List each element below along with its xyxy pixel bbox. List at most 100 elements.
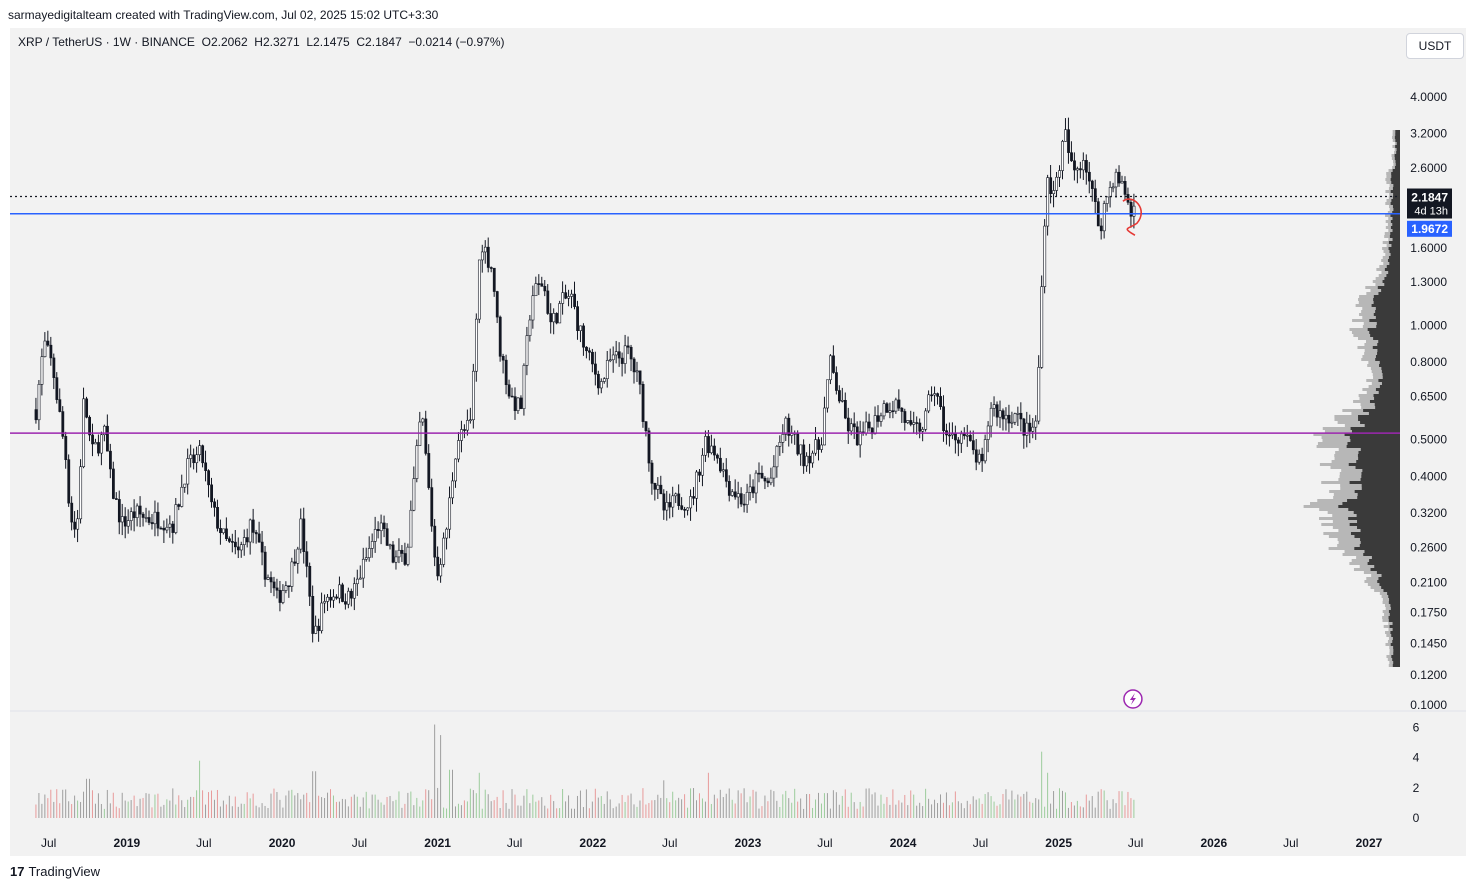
profile-bar-core: [1379, 583, 1400, 586]
price-tick-label: 1.3000: [1410, 275, 1447, 289]
candle: [626, 345, 630, 348]
candle: [120, 516, 124, 523]
candle: [582, 325, 585, 348]
candle: [379, 522, 383, 532]
candle: [977, 453, 981, 463]
annotations: [1122, 198, 1143, 709]
candle: [287, 585, 291, 588]
candle: [281, 590, 285, 603]
last-price-badge: [1407, 188, 1452, 219]
chart-panel[interactable]: [10, 28, 1466, 856]
candle: [665, 502, 669, 511]
candle: [867, 421, 871, 429]
candle: [427, 453, 431, 488]
candle: [510, 395, 514, 398]
profile-bar-core: [1350, 427, 1400, 430]
price-axis[interactable]: 4.0000 3.2000 2.6000 1.6000 1.3000 1.0000 0.80…: [1407, 90, 1452, 712]
profile-bar-core: [1357, 496, 1400, 499]
candle: [772, 466, 776, 479]
candle: [936, 393, 940, 397]
candle: [486, 246, 490, 268]
candle: [653, 483, 657, 490]
candle: [1129, 202, 1133, 217]
profile-bar-core: [1392, 229, 1400, 232]
candle: [745, 491, 749, 505]
candle: [647, 430, 651, 464]
candle: [233, 541, 237, 548]
price-tick-label: 0.1000: [1410, 698, 1447, 712]
candle: [88, 416, 91, 436]
candle: [242, 537, 246, 545]
profile-bar-core: [1374, 403, 1400, 406]
profile-bar-core: [1390, 232, 1400, 235]
candle: [451, 480, 455, 499]
candle: [662, 493, 666, 511]
candle: [576, 306, 579, 331]
candle: [585, 346, 588, 352]
candle: [305, 551, 309, 567]
profile-bar-core: [1349, 481, 1400, 484]
tradingview-footer[interactable]: 17 TradingView: [10, 864, 100, 879]
profile-bar-core: [1357, 526, 1400, 529]
candle: [650, 462, 654, 484]
candle: [138, 505, 142, 515]
candle: [394, 556, 398, 563]
candle: [638, 370, 642, 385]
candle: [144, 517, 148, 519]
candle: [906, 420, 910, 423]
candle: [1073, 160, 1076, 171]
candle: [668, 502, 672, 508]
candle: [293, 561, 297, 564]
candle: [448, 497, 452, 530]
time-axis[interactable]: Jul 2019 Jul 2020 Jul 2021 Jul 2022 Jul 2023 Jul 20…: [41, 836, 1383, 850]
profile-bar-core: [1391, 655, 1400, 658]
profile-bar-core: [1381, 289, 1400, 292]
profile-bar-core: [1388, 601, 1400, 604]
currency-button[interactable]: USDT: [1406, 33, 1464, 59]
profile-bar-core: [1347, 442, 1400, 445]
time-tick-label: 2019: [114, 836, 141, 850]
candle: [442, 537, 446, 565]
profile-bar-core: [1356, 514, 1400, 517]
profile-bar-core: [1351, 430, 1400, 433]
profile-bar-core: [1375, 406, 1400, 409]
profile-bar-core: [1389, 625, 1400, 628]
price-tick-label: 3.2000: [1410, 127, 1447, 141]
candle: [100, 434, 103, 454]
profile-bar-core: [1394, 157, 1400, 160]
candle: [579, 325, 582, 331]
volume-bars: [35, 724, 1135, 818]
profile-bar-core: [1375, 355, 1400, 358]
profile-bar-core: [1378, 577, 1400, 580]
candle: [1102, 203, 1106, 232]
profile-bar-core: [1392, 223, 1400, 226]
candle: [55, 377, 59, 400]
candle: [445, 528, 449, 539]
profile-bar-core: [1363, 409, 1400, 412]
time-tick-label: 2025: [1045, 836, 1072, 850]
candle: [1040, 286, 1044, 368]
candle: [109, 450, 112, 470]
candle: [784, 417, 788, 435]
candle: [838, 390, 841, 402]
candle: [620, 357, 624, 364]
candle: [195, 454, 199, 464]
candle: [1111, 186, 1115, 189]
price-tick-label: 0.8000: [1410, 355, 1447, 369]
candle: [843, 400, 847, 419]
profile-bar-core: [1389, 598, 1400, 601]
candle: [829, 355, 832, 381]
candle: [588, 350, 591, 353]
candle: [719, 457, 722, 472]
candle: [373, 529, 377, 542]
candle: [46, 340, 50, 346]
candle: [260, 541, 264, 553]
profile-bar-core: [1382, 280, 1400, 283]
profile-bar-core: [1390, 190, 1400, 193]
profile-bar-core: [1371, 556, 1400, 559]
candle: [1016, 412, 1020, 415]
candle: [385, 528, 389, 546]
candle: [135, 505, 139, 518]
profile-bar-core: [1391, 172, 1400, 175]
